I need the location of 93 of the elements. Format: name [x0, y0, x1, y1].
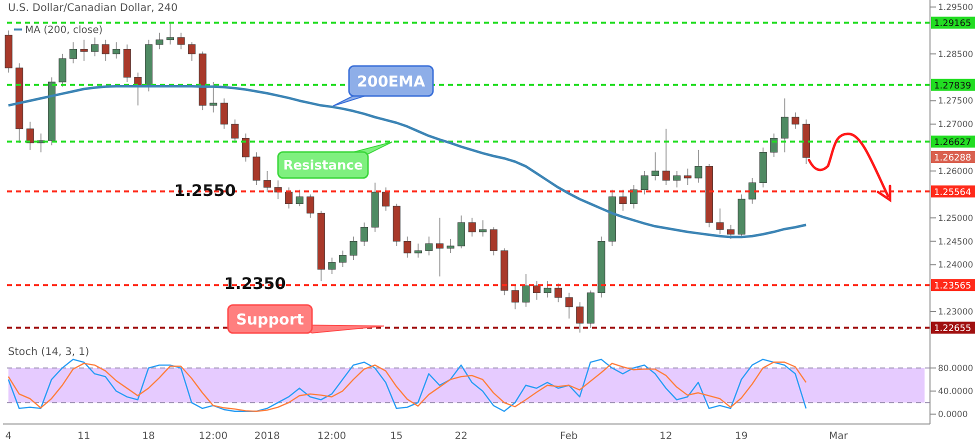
candlestick: [382, 186, 390, 212]
candlestick: [166, 22, 174, 46]
candlestick: [748, 178, 756, 204]
x-tick-label: 19: [735, 431, 748, 439]
candlestick: [490, 226, 498, 256]
x-tick-label: 22: [454, 431, 468, 439]
ref-line-label: 1.23565: [934, 282, 972, 292]
x-tick-label: Mar: [828, 431, 849, 439]
candlestick: [285, 186, 293, 209]
candlestick: [565, 292, 573, 320]
y-tick-label: 40.0000: [938, 387, 974, 398]
candlestick: [360, 222, 368, 246]
candlestick: [468, 217, 476, 238]
y-tick-label: 1.24500: [938, 237, 974, 248]
y-tick-label: 0.0000: [938, 410, 968, 420]
candlestick: [554, 282, 562, 303]
y-tick-label: 1.25000: [938, 214, 974, 224]
y-tick-label: 80.0000: [938, 364, 974, 374]
annotation: Resistance: [283, 158, 363, 174]
annotation: 1.2350: [224, 274, 286, 293]
annotation: Support: [236, 310, 304, 328]
candlestick: [522, 274, 530, 308]
candlestick: [58, 53, 66, 88]
x-tick-label: 4: [5, 431, 12, 439]
candlestick: [673, 170, 681, 188]
candlestick: [404, 236, 412, 258]
text: 1.26288: [934, 154, 972, 164]
candlestick: [91, 36, 99, 57]
ref-line-label: 1.22655: [934, 324, 972, 334]
candlestick: [306, 194, 314, 218]
candlestick: [264, 170, 272, 193]
candlestick: [188, 42, 196, 62]
x-tick-label: 12:00: [317, 431, 346, 439]
y-tick-label: 1.27500: [938, 96, 974, 107]
chart-title: U.S. Dollar/Canadian Dollar, 240: [8, 2, 178, 14]
candlestick: [511, 285, 519, 310]
x-tick-label: 18: [142, 431, 155, 439]
ref-line-label: 1.26627: [934, 138, 972, 148]
y-tick-label: 1.26000: [938, 167, 974, 178]
candlestick: [684, 168, 692, 186]
candlestick: [479, 220, 487, 238]
candlestick: [694, 149, 702, 184]
candlestick: [177, 32, 185, 50]
x-tick-label: 11: [77, 431, 90, 439]
candlestick: [652, 152, 660, 181]
y-tick-label: 1.28500: [938, 50, 974, 60]
candlestick: [662, 128, 670, 186]
ref-line-label: 1.25564: [934, 188, 972, 198]
chart-title: Stoch (14, 3, 1): [8, 346, 90, 358]
annotation: 200EMA: [356, 72, 426, 90]
candlestick: [458, 215, 466, 249]
candlestick: [231, 118, 239, 144]
candlestick: [350, 236, 358, 261]
ref-line-label: 1.29165: [934, 19, 972, 30]
x-tick-label: 2018: [254, 431, 280, 439]
x-tick-label: 15: [390, 431, 403, 439]
candlestick: [425, 236, 433, 256]
candlestick: [70, 42, 77, 64]
candlestick: [619, 189, 627, 212]
candlestick: [727, 224, 735, 240]
candlestick: [576, 302, 584, 334]
y-tick-label: 1.23000: [938, 308, 974, 318]
ref-line-label: 1.27839: [934, 81, 972, 92]
candlestick: [716, 208, 724, 235]
candlestick: [252, 152, 260, 186]
candlestick: [296, 189, 304, 207]
candlestick: [112, 42, 120, 60]
candlestick: [242, 133, 250, 162]
candlestick: [414, 243, 422, 258]
candlestick: [102, 39, 110, 62]
candlestick: [436, 217, 444, 277]
candlestick: [544, 280, 552, 298]
candlestick: [338, 250, 346, 268]
x-tick-label: 12: [660, 431, 672, 439]
candlestick: [328, 257, 336, 275]
candlestick: [210, 81, 218, 113]
candlestick: [533, 280, 540, 300]
legend-label: MA (200, close): [25, 25, 103, 36]
x-tick-label: 12:00: [198, 431, 228, 439]
y-tick-label: 1.24000: [938, 260, 974, 271]
candlestick: [26, 121, 34, 150]
candlestick: [792, 112, 800, 130]
candlestick: [630, 184, 638, 209]
x-tick-label: Feb: [560, 431, 578, 439]
candlestick: [156, 32, 164, 50]
candlestick: [780, 98, 788, 153]
y-tick-label: 1.29500: [938, 3, 974, 14]
candlestick: [80, 39, 88, 62]
annotation: 1.2550: [174, 181, 236, 200]
candlestick: [446, 238, 454, 254]
candlestick: [220, 98, 228, 130]
candlestick: [640, 170, 648, 195]
y-tick-label: 1.27000: [938, 120, 974, 130]
